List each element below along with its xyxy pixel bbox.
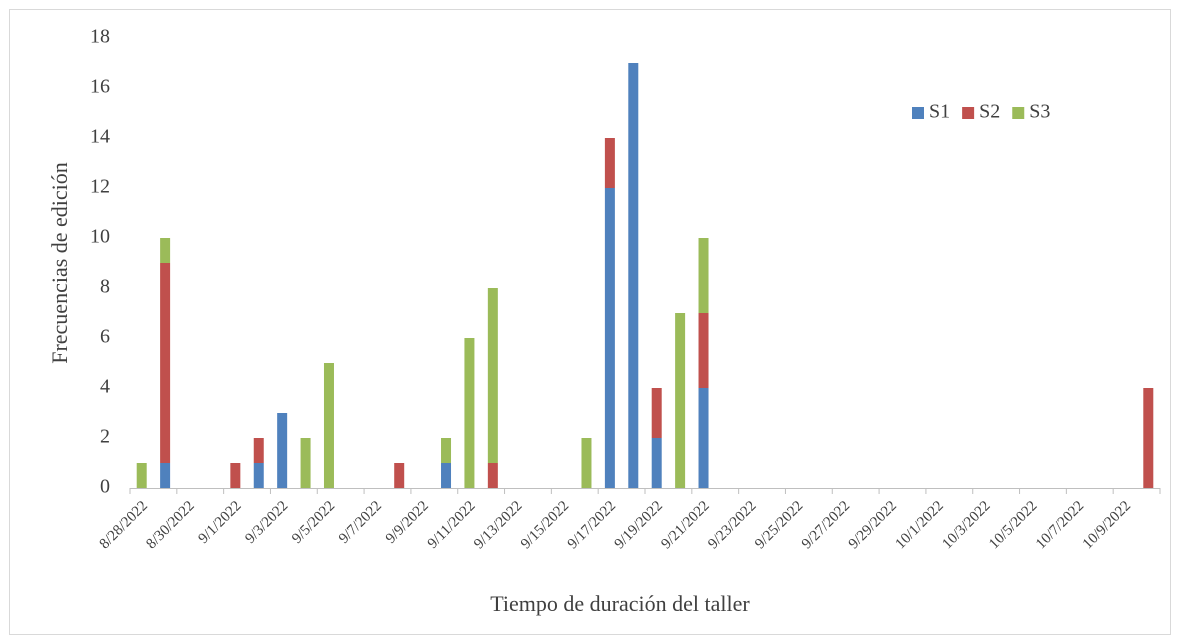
legend-label: S3 (1029, 101, 1050, 123)
chart-border (9, 9, 1171, 635)
y-tick-label: 16 (90, 76, 110, 98)
bar (300, 438, 311, 488)
x-axis-label: Tiempo de duración del taller (490, 591, 750, 616)
y-tick-label: 10 (90, 226, 110, 248)
legend-label: S1 (929, 101, 950, 123)
y-tick-label: 18 (90, 26, 110, 48)
bar (698, 313, 709, 388)
y-tick-label: 0 (100, 476, 110, 498)
legend-label: S2 (979, 101, 1000, 123)
bar (487, 288, 498, 463)
bar (136, 463, 147, 488)
bar (394, 463, 405, 488)
y-tick-label: 8 (100, 276, 110, 298)
bar (160, 263, 171, 463)
bar (698, 238, 709, 313)
y-tick-label: 4 (100, 376, 110, 398)
bar (1143, 388, 1154, 488)
bar (487, 463, 498, 488)
bar (160, 238, 171, 263)
bar (651, 438, 662, 488)
bar (277, 413, 288, 488)
bar (698, 388, 709, 488)
bar (581, 438, 592, 488)
bar (253, 438, 264, 463)
y-tick-label: 14 (90, 126, 110, 148)
bar (464, 338, 475, 488)
bar (651, 388, 662, 438)
bar (253, 463, 264, 488)
bar (604, 138, 615, 188)
legend-swatch (912, 107, 924, 119)
legend-swatch (962, 107, 975, 119)
bar (675, 313, 686, 488)
bar (323, 363, 334, 488)
y-tick-label: 6 (100, 326, 110, 348)
bar (628, 63, 639, 488)
y-tick-label: 12 (90, 176, 110, 198)
legend-swatch (1012, 107, 1025, 119)
bar (604, 188, 615, 488)
y-axis-label: Frecuencias de edición (47, 162, 72, 364)
bar (441, 438, 452, 463)
bar (230, 463, 241, 488)
bar (441, 463, 452, 488)
y-tick-label: 2 (100, 426, 110, 448)
bar (160, 463, 171, 488)
